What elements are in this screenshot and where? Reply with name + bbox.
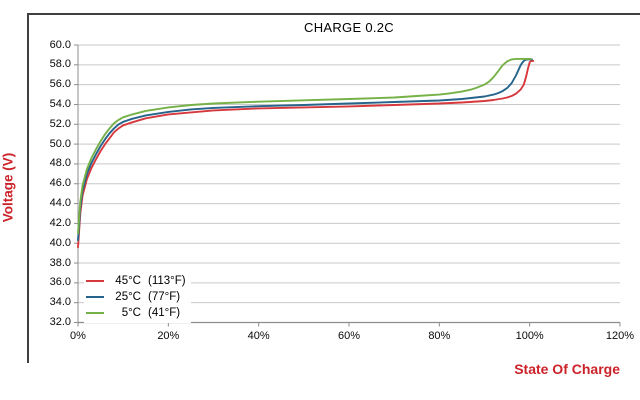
legend-label-c: 25°C <box>115 291 141 303</box>
legend-label-c: 45°C <box>115 275 141 287</box>
legend-label-c: 5°C <box>121 307 141 319</box>
legend-label-f: (77°F) <box>148 291 181 303</box>
legend-line-25c-icon <box>86 295 104 299</box>
y-tick-label: 44.0 <box>49 197 71 210</box>
legend-label-f: (41°F) <box>148 307 181 319</box>
x-tick-label: 0% <box>70 329 86 342</box>
legend-item-5c: 5°C (41°F) <box>86 305 186 321</box>
x-tick-label: 100% <box>515 329 544 342</box>
x-axis-title: State Of Charge <box>514 361 620 377</box>
y-tick-label: 58.0 <box>49 58 71 71</box>
y-tick-label: 40.0 <box>49 236 71 249</box>
gridlines <box>78 44 620 304</box>
chart-area-frame <box>27 13 640 363</box>
y-tick-label: 42.0 <box>49 216 71 229</box>
x-tick-label: 60% <box>337 329 361 342</box>
y-tick-label: 54.0 <box>49 97 71 110</box>
legend-item-25c: 25°C (77°F) <box>86 289 186 305</box>
y-tick-label: 48.0 <box>49 157 71 170</box>
legend-item-45c: 45°C (113°F) <box>86 273 186 289</box>
x-tick-label: 120% <box>605 329 635 342</box>
y-tick-label: 38.0 <box>49 256 71 269</box>
y-tick-label: 34.0 <box>49 296 71 309</box>
chart-title: CHARGE 0.2C <box>304 20 394 35</box>
series-line-45c <box>77 59 535 249</box>
y-tick-label: 46.0 <box>49 177 71 190</box>
x-tick-label: 40% <box>247 329 270 342</box>
series-line-5c <box>77 57 532 235</box>
y-tick-label: 36.0 <box>49 276 71 289</box>
series-line-25c <box>77 58 533 242</box>
legend-label-f: (113°F) <box>148 275 186 287</box>
legend-line-5c-icon <box>86 311 104 315</box>
y-tick-label: 32.0 <box>49 316 71 328</box>
legend: 45°C (113°F) 25°C (77°F) 5°C (41°F) <box>84 272 191 323</box>
x-tick-label: 80% <box>428 329 451 342</box>
y-tick-label: 52.0 <box>49 117 71 130</box>
y-tick-label: 50.0 <box>49 137 71 150</box>
y-tick-label: 60.0 <box>49 38 71 51</box>
y-axis-title: Voltage (V) <box>0 152 16 223</box>
x-tick-label: 20% <box>157 329 180 342</box>
legend-line-45c-icon <box>86 279 104 283</box>
y-tick-label: 56.0 <box>49 78 71 91</box>
